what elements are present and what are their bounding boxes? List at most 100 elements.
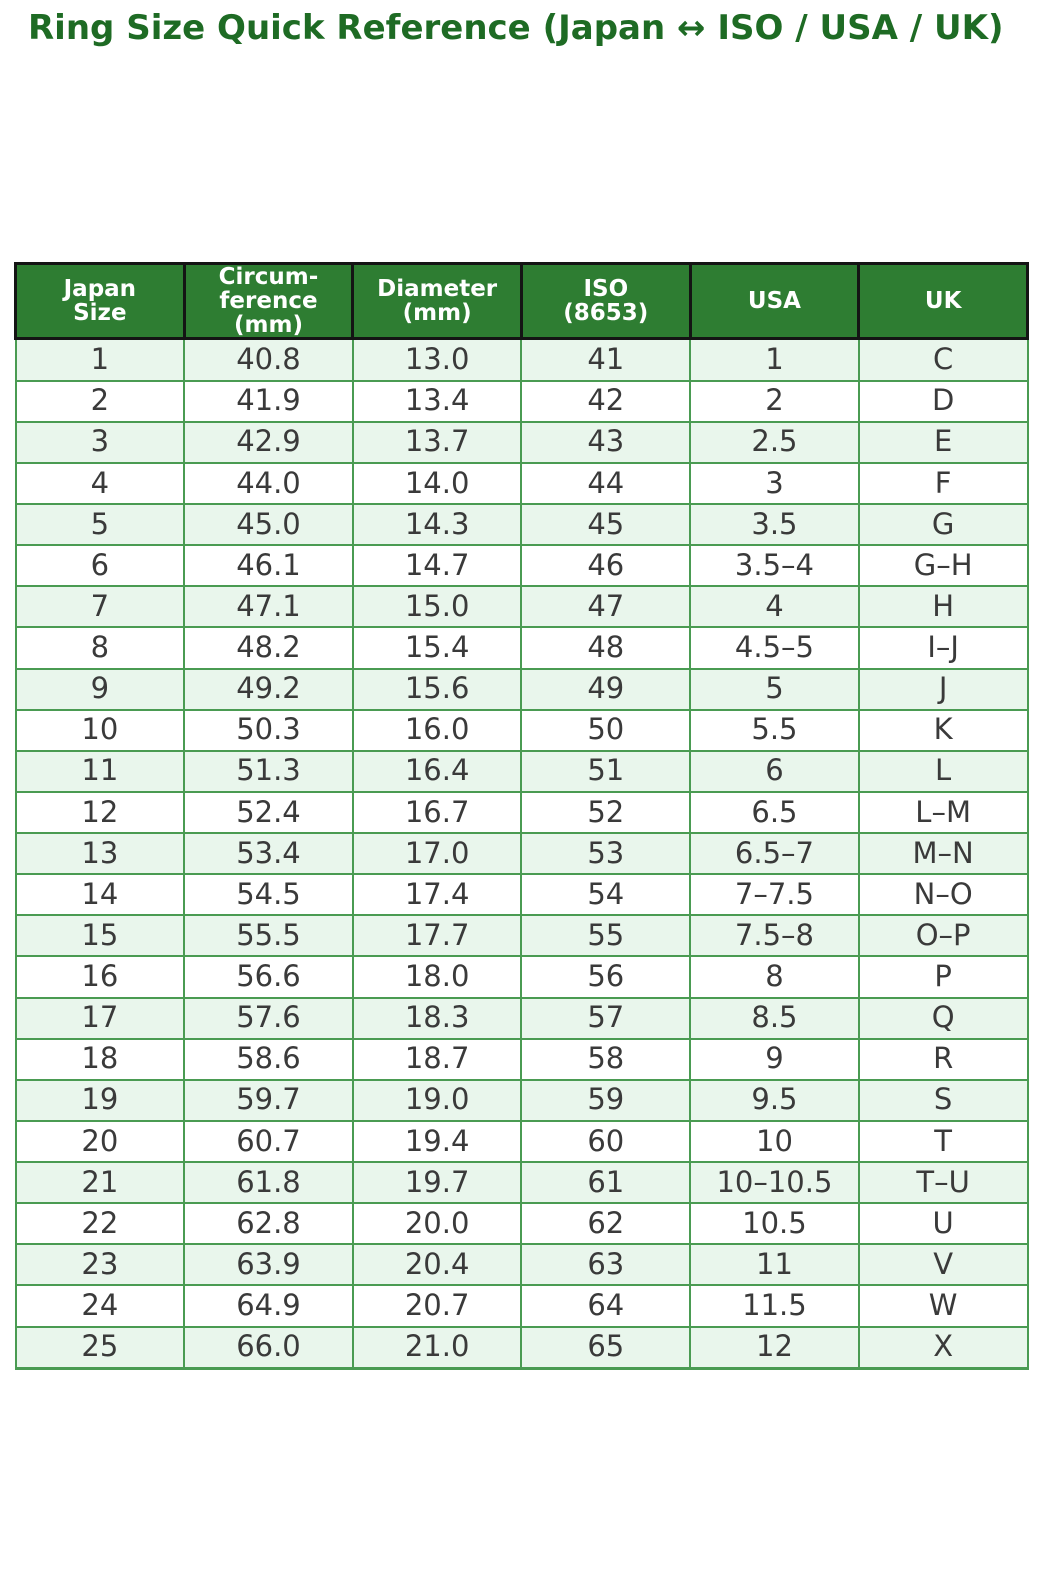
column-header-japan-size: Japan Size	[14, 261, 186, 341]
table-cell: 8.5	[689, 996, 860, 1040]
table-cell: X	[857, 1325, 1029, 1370]
table-row: 23 63.9 20.4 63 11 V	[14, 1243, 1029, 1287]
table-cell: 19	[14, 1078, 186, 1122]
table-cell: 21.0	[351, 1325, 523, 1370]
table-cell: 54	[520, 873, 692, 917]
table-cell: 13.4	[351, 379, 523, 423]
table-cell: 41	[520, 337, 692, 382]
ring-size-table-body: 1 40.8 13.0 41 1 C 2 41.9 13.4 42 2 D 3 42.9 13.7 43 2.5…	[14, 337, 1029, 1370]
table-cell: 11	[14, 749, 186, 793]
table-cell: T–U	[857, 1161, 1029, 1205]
table-cell: S	[857, 1078, 1029, 1122]
column-header-usa: USA	[688, 261, 861, 341]
table-cell: 42	[520, 379, 692, 423]
table-cell: K	[857, 708, 1029, 752]
table-cell: 6.5	[689, 790, 860, 835]
table-cell: 45	[520, 503, 692, 547]
table-row: 8 48.2 15.4 48 4.5–5 I–J	[14, 626, 1029, 670]
table-cell: 18.7	[351, 1037, 523, 1081]
table-cell: 17.4	[351, 873, 523, 917]
table-row: 3 42.9 13.7 43 2.5 E	[14, 420, 1029, 464]
table-cell: 58.6	[183, 1037, 354, 1081]
table-cell: 59.7	[183, 1078, 354, 1122]
table-cell: 13.0	[351, 337, 523, 382]
table-cell: T	[857, 1119, 1029, 1164]
table-cell: 3	[689, 461, 860, 506]
column-header-iso: ISO (8653)	[519, 261, 692, 341]
table-cell: 45.0	[183, 503, 354, 547]
table-cell: 22	[14, 1202, 186, 1246]
table-cell: 19.7	[351, 1161, 523, 1205]
table-row: 10 50.3 16.0 50 5.5 K	[14, 708, 1029, 752]
table-cell: 47	[520, 585, 692, 629]
table-row: 5 45.0 14.3 45 3.5 G	[14, 503, 1029, 547]
table-cell: E	[857, 420, 1029, 464]
table-cell: F	[857, 461, 1029, 506]
table-cell: 65	[520, 1325, 692, 1370]
table-cell: 48	[520, 626, 692, 670]
table-row: 24 64.9 20.7 64 11.5 W	[14, 1284, 1029, 1328]
table-cell: R	[857, 1037, 1029, 1081]
table-cell: 5	[14, 503, 186, 547]
table-cell: 40.8	[183, 337, 354, 382]
table-cell: 7.5–8	[689, 914, 860, 958]
table-cell: 55.5	[183, 914, 354, 958]
table-cell: 12	[689, 1325, 860, 1370]
table-cell: 16.0	[351, 708, 523, 752]
table-row: 4 44.0 14.0 44 3 F	[14, 461, 1029, 506]
table-cell: 57	[520, 996, 692, 1040]
table-row: 2 41.9 13.4 42 2 D	[14, 379, 1029, 423]
table-cell: H	[857, 585, 1029, 629]
table-cell: 14.3	[351, 503, 523, 547]
table-cell: 50	[520, 708, 692, 752]
table-cell: 43	[520, 420, 692, 464]
table-row: 21 61.8 19.7 61 10–10.5 T–U	[14, 1161, 1029, 1205]
table-cell: 5	[689, 667, 860, 711]
table-cell: 19.4	[351, 1119, 523, 1164]
table-cell: 14	[14, 873, 186, 917]
table-cell: 4	[689, 585, 860, 629]
table-row: 9 49.2 15.6 49 5 J	[14, 667, 1029, 711]
table-cell: 46	[520, 544, 692, 588]
table-cell: 9	[14, 667, 186, 711]
table-cell: 1	[14, 337, 186, 382]
table-cell: 13	[14, 832, 186, 876]
table-cell: 61	[520, 1161, 692, 1205]
table-cell: J	[857, 667, 1029, 711]
table-cell: 20.0	[351, 1202, 523, 1246]
table-cell: 13.7	[351, 420, 523, 464]
table-row: 20 60.7 19.4 60 10 T	[14, 1119, 1029, 1164]
table-row: 13 53.4 17.0 53 6.5–7 M–N	[14, 832, 1029, 876]
table-cell: 19.0	[351, 1078, 523, 1122]
table-cell: 66.0	[183, 1325, 354, 1370]
ring-size-table: Japan Size Circum- ference (mm) Diameter…	[14, 261, 1029, 1370]
table-cell: 50.3	[183, 708, 354, 752]
table-cell: 54.5	[183, 873, 354, 917]
table-cell: 15	[14, 914, 186, 958]
table-row: 14 54.5 17.4 54 7–7.5 N–O	[14, 873, 1029, 917]
table-cell: 18.0	[351, 955, 523, 999]
table-cell: 10–10.5	[689, 1161, 860, 1205]
ring-size-table-header: Japan Size Circum- ference (mm) Diameter…	[14, 261, 1029, 341]
table-cell: 10	[14, 708, 186, 752]
table-cell: 17	[14, 996, 186, 1040]
table-row: 19 59.7 19.0 59 9.5 S	[14, 1078, 1029, 1122]
table-cell: 20.4	[351, 1243, 523, 1287]
table-cell: 7	[14, 585, 186, 629]
table-cell: 20.7	[351, 1284, 523, 1328]
table-cell: 62	[520, 1202, 692, 1246]
table-cell: 3.5	[689, 503, 860, 547]
table-cell: 11.5	[689, 1284, 860, 1328]
table-cell: 4.5–5	[689, 626, 860, 670]
table-cell: 9	[689, 1037, 860, 1081]
table-cell: 52	[520, 790, 692, 835]
table-cell: P	[857, 955, 1029, 999]
table-cell: 48.2	[183, 626, 354, 670]
column-header-uk: UK	[857, 261, 1029, 341]
table-row: 22 62.8 20.0 62 10.5 U	[14, 1202, 1029, 1246]
table-cell: 1	[689, 337, 860, 382]
table-cell: 60.7	[183, 1119, 354, 1164]
table-row: 6 46.1 14.7 46 3.5–4 G–H	[14, 544, 1029, 588]
table-cell: 17.7	[351, 914, 523, 958]
